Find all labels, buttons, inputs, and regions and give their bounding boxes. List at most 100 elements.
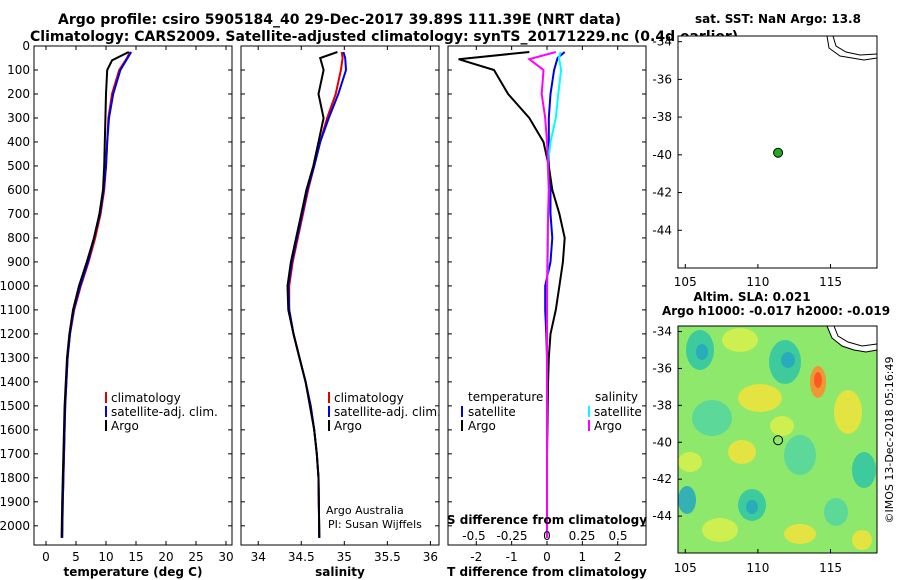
legend-label: satellite xyxy=(594,405,642,419)
y-tick-label: -36 xyxy=(652,361,672,375)
y-tick-label: -34 xyxy=(652,325,672,339)
x-axis-label: T difference from climatology xyxy=(447,565,647,579)
map-bottom-subtitle: Argo h1000: -0.017 h2000: -0.019 xyxy=(662,304,890,318)
y-tick-label: 400 xyxy=(7,135,30,149)
x-tick-label: 5 xyxy=(72,550,80,564)
x-tick-label-s: 0.25 xyxy=(569,529,596,543)
y-tick-label: 1900 xyxy=(0,495,30,509)
sla-blob xyxy=(696,344,708,360)
coastline xyxy=(833,326,877,347)
x-tick-label-s: 0.5 xyxy=(608,529,627,543)
annotation-argo-australia: Argo Australia xyxy=(326,504,404,517)
y-tick-label: -34 xyxy=(652,35,672,49)
imos-credit: ©IMOS 13-Dec-2018 05:16:49 xyxy=(883,357,896,524)
y-tick-label: 1300 xyxy=(0,351,30,365)
sla-blob xyxy=(834,390,862,434)
sla-blob xyxy=(784,435,816,475)
sla-blob xyxy=(852,530,872,550)
x-tick-label: 110 xyxy=(746,275,769,289)
profile-panel-1-frame xyxy=(33,45,233,546)
sla-blob xyxy=(728,440,756,464)
y-tick-label: -44 xyxy=(652,509,672,523)
x-axis-label: salinity xyxy=(315,565,365,579)
sla-blob xyxy=(702,518,738,542)
legend-title-temperature: temperature xyxy=(468,390,543,404)
legend-label: climatology xyxy=(111,391,181,405)
sla-blob xyxy=(784,524,816,544)
x-axis-label-top: S difference from climatology xyxy=(447,513,647,527)
sla-blob xyxy=(692,400,732,436)
x-tick-label: 34.5 xyxy=(288,550,315,564)
y-tick-label: -40 xyxy=(652,435,672,449)
x-tick-label: -2 xyxy=(470,550,482,564)
y-tick-label: -38 xyxy=(652,110,672,124)
figure-title-line1: Argo profile: csiro 5905184_40 29-Dec-20… xyxy=(58,12,622,28)
y-tick-label: 1800 xyxy=(0,471,30,485)
y-tick-label: 800 xyxy=(7,231,30,245)
x-tick-label: 36 xyxy=(423,550,438,564)
map-bottom-title: Altim. SLA: 0.021 xyxy=(693,290,810,304)
coastline xyxy=(826,326,877,353)
sla-blob xyxy=(678,452,702,472)
legend-label: satellite-adj. clim. xyxy=(111,405,218,419)
sla-blob xyxy=(770,416,794,436)
legend-label: Argo xyxy=(594,419,622,433)
y-tick-label: -40 xyxy=(652,148,672,162)
sla-blob xyxy=(814,372,822,388)
sla-blob xyxy=(746,500,758,514)
y-tick-label: 0 xyxy=(22,39,30,53)
legend-label: satellite xyxy=(468,405,516,419)
y-tick-label: 1200 xyxy=(0,327,30,341)
map-bottom-frame xyxy=(677,325,878,554)
x-tick-label: 10 xyxy=(98,550,113,564)
map-top-title: sat. SST: NaN Argo: 13.8 xyxy=(695,12,861,26)
x-tick-label-s: -0.25 xyxy=(496,529,527,543)
x-tick-label: 0 xyxy=(42,550,50,564)
x-tick-label: 0 xyxy=(543,550,551,564)
x-tick-label: 2 xyxy=(614,550,622,564)
x-tick-label-s: 0 xyxy=(543,529,551,543)
x-tick-label: 35.5 xyxy=(374,550,401,564)
y-tick-label: 1600 xyxy=(0,423,30,437)
x-tick-label: 15 xyxy=(128,550,143,564)
legend-label: Argo xyxy=(468,419,496,433)
x-tick-label: 105 xyxy=(674,561,697,575)
coastline xyxy=(832,35,878,56)
y-tick-label: 2000 xyxy=(0,519,30,533)
y-tick-label: 700 xyxy=(7,207,30,221)
sla-blob xyxy=(824,498,848,526)
x-tick-label: 25 xyxy=(188,550,203,564)
x-tick-label: 34 xyxy=(251,550,266,564)
x-axis-label: temperature (deg C) xyxy=(64,565,203,579)
sla-blob xyxy=(852,452,876,488)
y-tick-label: 600 xyxy=(7,183,30,197)
y-tick-label: 1500 xyxy=(0,399,30,413)
x-tick-label-s: -0.5 xyxy=(462,529,485,543)
argo-position-marker xyxy=(773,435,784,446)
sla-blob xyxy=(678,486,696,514)
x-tick-label: 1 xyxy=(579,550,587,564)
y-tick-label: 200 xyxy=(7,87,30,101)
x-tick-label: 20 xyxy=(158,550,173,564)
y-tick-label: -44 xyxy=(652,223,672,237)
profile-panel-2-frame xyxy=(240,45,440,546)
y-tick-label: -38 xyxy=(652,398,672,412)
y-tick-label: 1400 xyxy=(0,375,30,389)
y-tick-label: -42 xyxy=(652,472,672,486)
sla-blob xyxy=(738,384,782,412)
x-tick-label: -1 xyxy=(506,550,518,564)
y-tick-label: 1000 xyxy=(0,279,30,293)
sla-field xyxy=(678,326,877,553)
x-tick-label: 110 xyxy=(746,561,769,575)
argo-position-marker xyxy=(773,147,784,158)
y-tick-label: 300 xyxy=(7,111,30,125)
legend-label: Argo xyxy=(334,419,362,433)
x-tick-label: 115 xyxy=(819,275,842,289)
sla-blob xyxy=(722,328,758,352)
y-tick-label: -42 xyxy=(652,186,672,200)
series-line-argo xyxy=(286,51,338,538)
y-tick-label: 1100 xyxy=(0,303,30,317)
x-tick-label: 115 xyxy=(819,561,842,575)
series-line-argo xyxy=(527,51,557,538)
